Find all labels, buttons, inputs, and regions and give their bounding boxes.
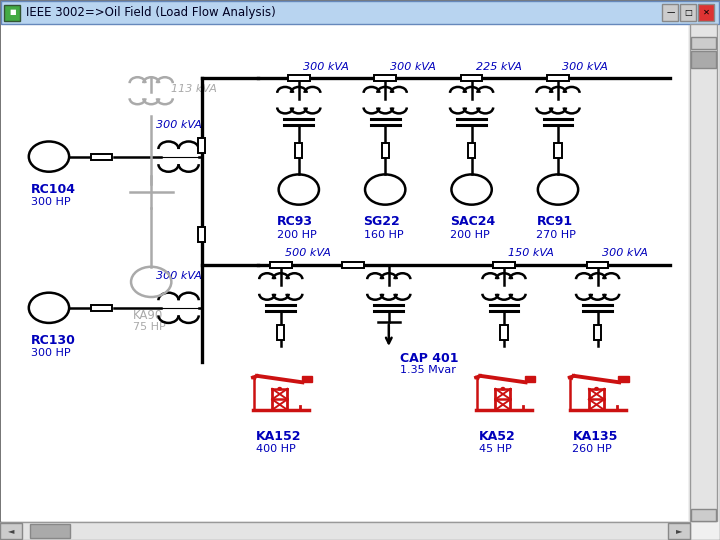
FancyBboxPatch shape [668,523,690,539]
FancyBboxPatch shape [594,325,601,340]
FancyBboxPatch shape [587,261,608,267]
FancyBboxPatch shape [374,75,396,81]
FancyBboxPatch shape [342,261,364,267]
Text: RC104: RC104 [31,183,76,195]
Circle shape [278,388,282,390]
Text: RC91: RC91 [536,215,572,228]
FancyBboxPatch shape [547,75,569,81]
FancyBboxPatch shape [691,509,716,521]
Text: ►: ► [675,526,683,535]
FancyBboxPatch shape [662,4,678,21]
FancyBboxPatch shape [198,138,205,153]
Text: □: □ [685,8,692,17]
FancyBboxPatch shape [270,261,292,267]
Circle shape [501,388,505,390]
Text: IEEE 3002=>Oil Field (Load Flow Analysis): IEEE 3002=>Oil Field (Load Flow Analysis… [26,6,276,19]
Text: 200 HP: 200 HP [277,230,317,240]
FancyBboxPatch shape [91,305,112,311]
FancyBboxPatch shape [0,523,22,539]
Polygon shape [525,376,535,382]
FancyBboxPatch shape [461,75,482,81]
FancyBboxPatch shape [277,325,284,340]
FancyBboxPatch shape [493,261,515,267]
Text: 300 kVA: 300 kVA [303,62,349,72]
FancyBboxPatch shape [698,4,714,21]
FancyBboxPatch shape [382,143,389,158]
FancyBboxPatch shape [587,261,608,267]
Text: 225 kVA: 225 kVA [476,62,522,72]
Text: CAP 401: CAP 401 [400,352,458,365]
Text: KA52: KA52 [479,430,516,443]
FancyBboxPatch shape [554,143,562,158]
Text: 113 kVA: 113 kVA [171,84,217,94]
Text: 75 HP: 75 HP [133,322,166,333]
Text: 300 kVA: 300 kVA [156,120,202,130]
Text: 150 kVA: 150 kVA [508,248,554,258]
Text: 260 HP: 260 HP [572,444,612,454]
FancyBboxPatch shape [270,261,292,267]
Text: 300 HP: 300 HP [31,197,71,207]
Text: 300 kVA: 300 kVA [562,62,608,72]
FancyBboxPatch shape [690,24,717,521]
FancyBboxPatch shape [691,37,716,49]
Polygon shape [618,376,629,382]
FancyBboxPatch shape [0,522,690,540]
Text: KA152: KA152 [256,430,301,443]
Polygon shape [302,376,312,382]
Text: 45 HP: 45 HP [479,444,511,454]
Text: KA90: KA90 [133,309,163,322]
Text: —: — [666,8,675,17]
FancyBboxPatch shape [500,325,508,340]
Text: 300 kVA: 300 kVA [602,248,648,258]
Text: ✕: ✕ [703,8,710,17]
Text: 300 kVA: 300 kVA [390,62,436,72]
Text: 300 kVA: 300 kVA [156,272,202,281]
Text: 200 HP: 200 HP [450,230,490,240]
Text: 160 HP: 160 HP [364,230,403,240]
Text: KA135: KA135 [572,430,618,443]
FancyBboxPatch shape [493,261,515,267]
Text: SG22: SG22 [364,215,400,228]
Text: 400 HP: 400 HP [256,444,295,454]
FancyBboxPatch shape [288,75,310,81]
FancyBboxPatch shape [295,143,302,158]
Text: ■: ■ [9,9,16,16]
Text: ◄: ◄ [7,526,14,535]
Text: SAC24: SAC24 [450,215,495,228]
FancyBboxPatch shape [691,51,716,68]
Text: 500 kVA: 500 kVA [285,248,331,258]
Text: RC130: RC130 [31,334,76,347]
Text: 300 HP: 300 HP [31,348,71,358]
Text: 1.35 Mvar: 1.35 Mvar [400,365,456,375]
FancyBboxPatch shape [1,25,688,521]
FancyBboxPatch shape [198,227,205,242]
Text: RC93: RC93 [277,215,313,228]
FancyBboxPatch shape [91,153,112,160]
FancyBboxPatch shape [1,1,719,24]
Circle shape [595,388,598,390]
Text: 270 HP: 270 HP [536,230,576,240]
FancyBboxPatch shape [4,5,20,21]
FancyBboxPatch shape [30,524,70,538]
FancyBboxPatch shape [468,143,475,158]
FancyBboxPatch shape [680,4,696,21]
